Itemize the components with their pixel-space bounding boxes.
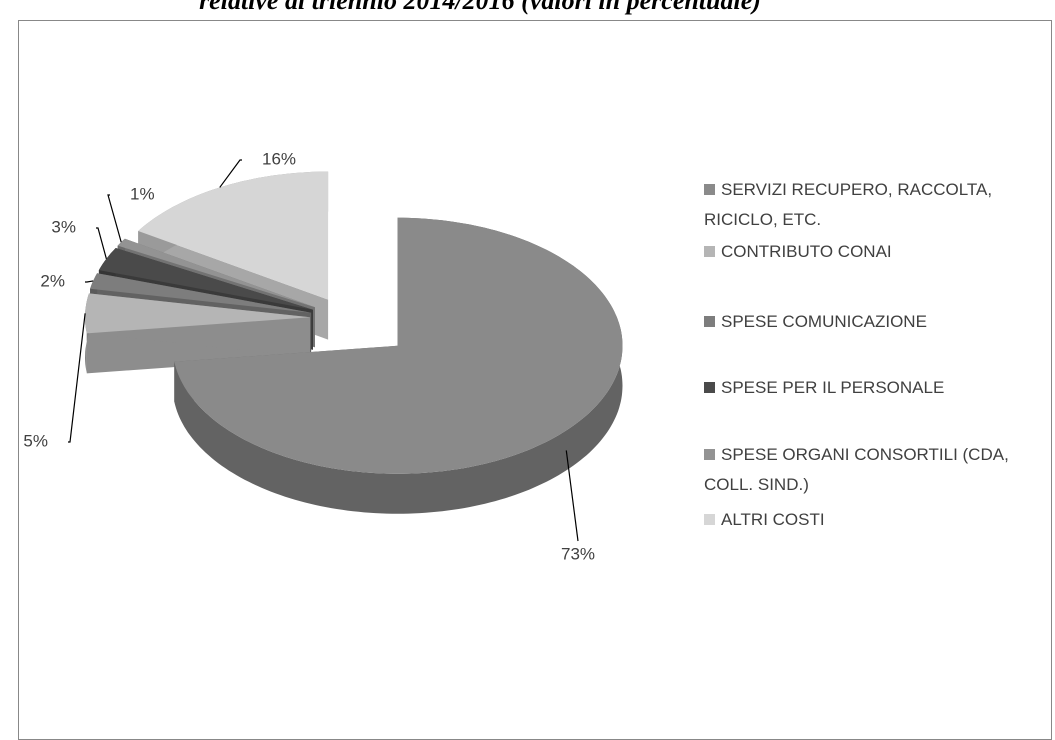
legend-label: SPESE COMUNICAZIONE [721, 312, 927, 331]
data-label: 3% [51, 217, 76, 236]
data-label: 5% [23, 431, 48, 450]
legend-swatch [704, 316, 715, 327]
pie-slice [174, 217, 623, 514]
slice-top [117, 238, 315, 308]
data-label: 73% [561, 544, 595, 563]
legend-label: SPESE ORGANI CONSORTILI (CDA, COLL. SIND… [704, 445, 1009, 494]
legend-item: SERVIZI RECUPERO, RACCOLTA, RICICLO, ETC… [704, 175, 1049, 235]
legend-item: SPESE ORGANI CONSORTILI (CDA, COLL. SIND… [704, 440, 1049, 500]
legend-label: ALTRI COSTI [721, 510, 825, 529]
slice-top [90, 273, 312, 313]
slice-top [85, 293, 310, 334]
page: {"chart_data": {"type": "pie", "title": … [18, 0, 1052, 740]
legend-item: SPESE COMUNICAZIONE [704, 307, 1049, 337]
legend-item: ALTRI COSTI [704, 505, 1049, 535]
leader-line [107, 194, 122, 243]
data-label: 1% [130, 184, 155, 203]
legend-item: SPESE PER IL PERSONALE [704, 373, 1049, 403]
legend-swatch [704, 184, 715, 195]
leader-line [68, 313, 86, 443]
chart: 73% 5% 2% 3% 1% 16% [23, 149, 623, 563]
legend-swatch [704, 382, 715, 393]
leader-line [85, 280, 94, 283]
slice-top [138, 171, 329, 300]
leader-line [219, 159, 242, 188]
slice-top [174, 217, 623, 474]
legend-swatch [704, 246, 715, 257]
legend-label: CONTRIBUTO CONAI [721, 242, 892, 261]
leader-line [565, 450, 579, 542]
legend-label: SERVIZI RECUPERO, RACCOLTA, RICICLO, ETC… [704, 180, 993, 229]
leader-line [96, 227, 107, 259]
data-label: 2% [40, 271, 65, 290]
legend-item: CONTRIBUTO CONAI [704, 237, 1049, 267]
chart-title: relative al triennio 2014/2016 (valori i… [199, 0, 761, 15]
legend-swatch [704, 514, 715, 525]
slice-top [98, 248, 313, 310]
legend-swatch [704, 449, 715, 460]
data-label: 16% [262, 149, 296, 168]
legend-label: SPESE PER IL PERSONALE [721, 378, 945, 397]
